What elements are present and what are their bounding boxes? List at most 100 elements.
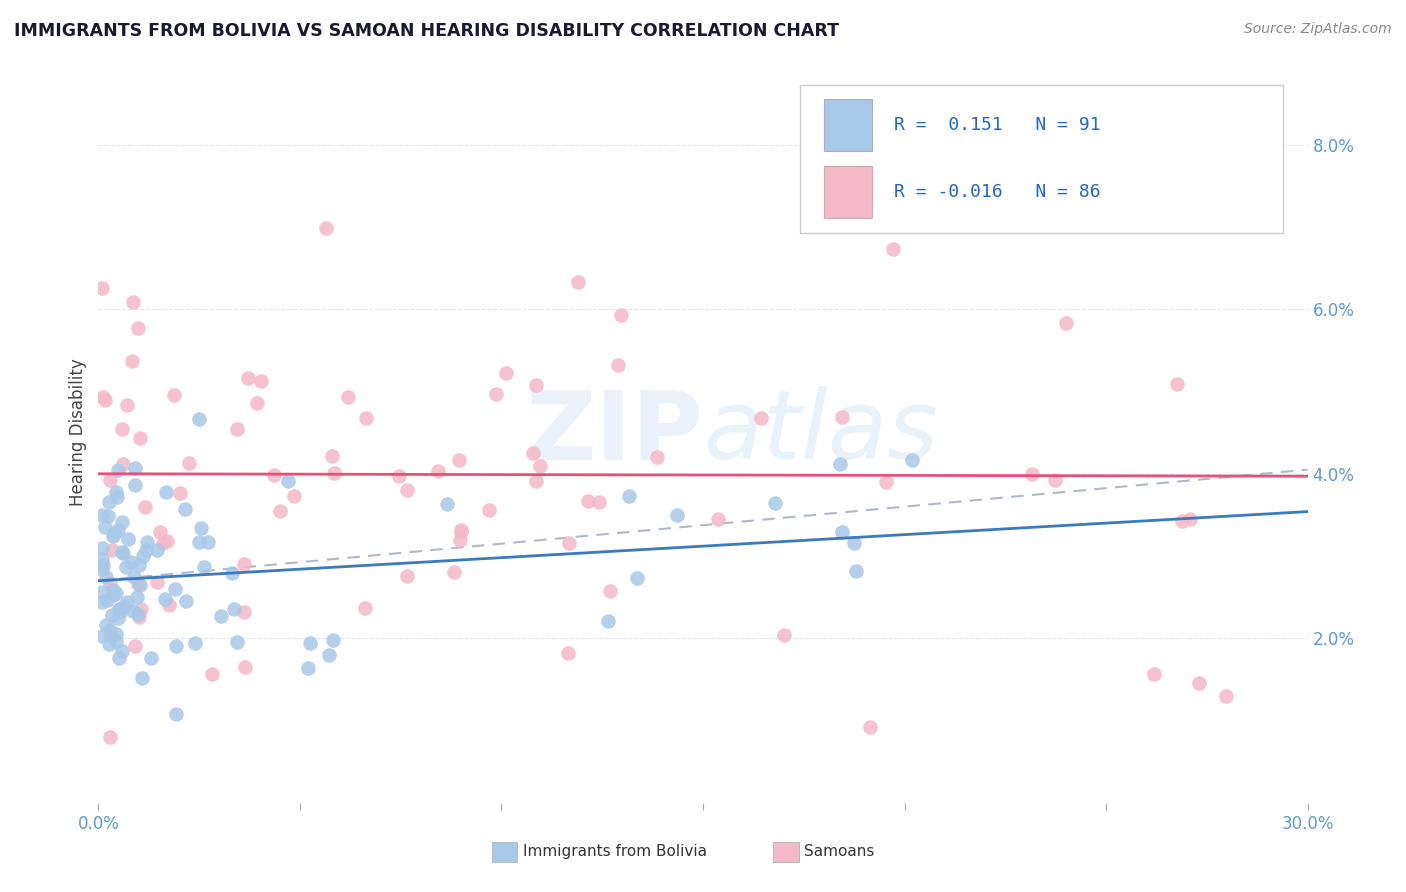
Point xyxy=(222,602,245,616)
FancyBboxPatch shape xyxy=(800,85,1284,233)
Point xyxy=(97,495,120,509)
Point xyxy=(96,593,118,607)
Point xyxy=(842,536,865,550)
Point xyxy=(388,468,411,483)
Point xyxy=(190,520,212,534)
Point xyxy=(645,450,668,465)
Point xyxy=(149,524,172,539)
Text: ZIP: ZIP xyxy=(524,386,703,479)
Point xyxy=(524,474,547,488)
Point xyxy=(188,534,211,549)
Point xyxy=(112,599,135,613)
Point xyxy=(179,456,201,470)
Point xyxy=(249,374,271,388)
Point xyxy=(146,542,169,557)
Point xyxy=(277,474,299,488)
Point xyxy=(108,651,131,665)
Point xyxy=(875,475,897,490)
Point xyxy=(107,602,129,616)
Text: R =  0.151   N = 91: R = 0.151 N = 91 xyxy=(894,116,1101,135)
Point xyxy=(165,707,187,722)
Point xyxy=(184,636,207,650)
Point xyxy=(870,198,893,212)
Point xyxy=(557,646,579,660)
Point xyxy=(117,532,139,546)
Point xyxy=(100,630,122,644)
Bar xyxy=(824,100,872,152)
Point xyxy=(145,575,167,590)
Point xyxy=(588,495,610,509)
Point xyxy=(98,637,121,651)
Point xyxy=(596,614,619,628)
Point xyxy=(103,588,125,602)
Point xyxy=(396,483,419,497)
Point xyxy=(112,546,135,560)
Point xyxy=(773,628,796,642)
Point xyxy=(91,390,114,404)
Point xyxy=(107,611,129,625)
Point xyxy=(524,378,547,392)
Point xyxy=(114,559,136,574)
Point xyxy=(121,354,143,368)
Bar xyxy=(824,166,872,218)
Point xyxy=(131,671,153,685)
Point xyxy=(104,634,127,648)
Text: Immigrants from Bolivia: Immigrants from Bolivia xyxy=(523,845,707,859)
Point xyxy=(100,473,122,487)
Point xyxy=(105,490,128,504)
Point xyxy=(101,608,124,623)
Point xyxy=(91,595,114,609)
Point xyxy=(845,564,868,578)
Point xyxy=(96,569,118,583)
Point xyxy=(882,242,904,256)
Point xyxy=(91,551,114,566)
Point xyxy=(626,571,648,585)
Text: atlas: atlas xyxy=(703,386,938,479)
Point xyxy=(94,520,117,534)
Point xyxy=(187,411,209,425)
Point xyxy=(751,410,773,425)
Point xyxy=(91,629,114,643)
Point xyxy=(297,661,319,675)
Point xyxy=(427,464,450,478)
Point xyxy=(269,504,291,518)
Point xyxy=(103,527,125,541)
Point xyxy=(1054,317,1077,331)
Text: Samoans: Samoans xyxy=(804,845,875,859)
Point xyxy=(98,624,121,638)
Point xyxy=(478,503,501,517)
Point xyxy=(450,525,472,540)
Point xyxy=(1143,667,1166,681)
Point xyxy=(599,583,621,598)
Point xyxy=(1166,377,1188,392)
Point xyxy=(127,607,149,621)
Y-axis label: Hearing Disability: Hearing Disability xyxy=(69,359,87,507)
Point xyxy=(165,640,187,654)
Point xyxy=(321,449,343,463)
Point xyxy=(135,542,157,557)
Point xyxy=(91,558,114,572)
Point xyxy=(436,497,458,511)
Point xyxy=(134,500,156,515)
Point xyxy=(225,635,247,649)
Point xyxy=(132,549,155,564)
Point xyxy=(221,566,243,580)
Point xyxy=(828,457,851,471)
Text: R = -0.016   N = 86: R = -0.016 N = 86 xyxy=(894,183,1101,201)
Point xyxy=(336,390,359,404)
Point xyxy=(117,595,139,609)
Point xyxy=(124,477,146,491)
Point xyxy=(522,446,544,460)
Point xyxy=(98,730,121,744)
Point xyxy=(1188,675,1211,690)
Point xyxy=(576,494,599,508)
Point xyxy=(94,618,117,632)
Point xyxy=(122,295,145,310)
Point xyxy=(122,569,145,583)
Point xyxy=(1021,467,1043,481)
Point xyxy=(354,601,377,615)
Point xyxy=(112,457,135,471)
Point xyxy=(98,576,121,591)
Point xyxy=(211,609,233,624)
Point xyxy=(156,533,179,548)
